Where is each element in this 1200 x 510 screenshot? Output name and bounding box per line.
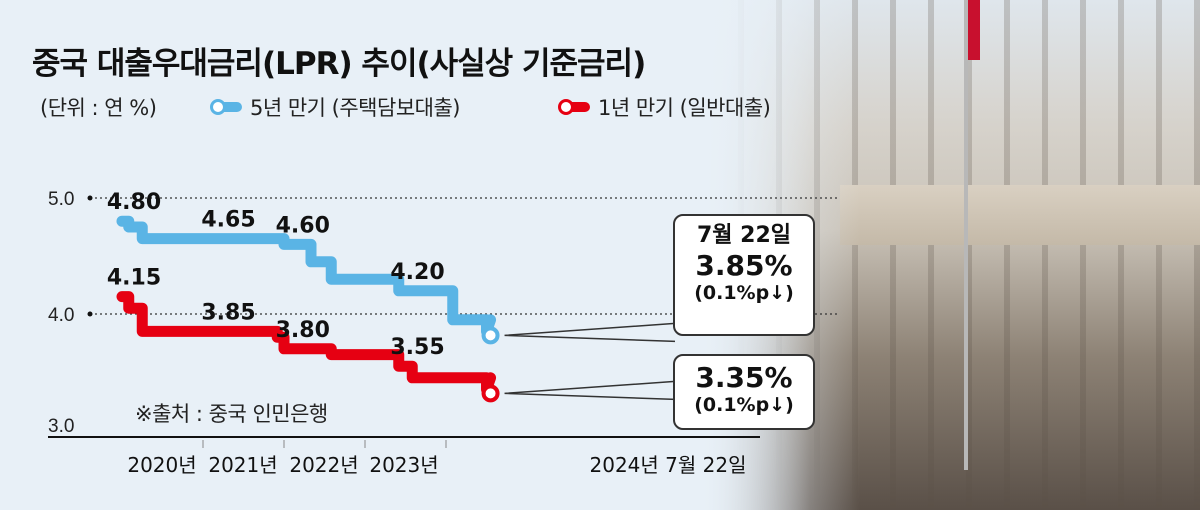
callout-5y-date: 7월 22일: [696, 223, 792, 248]
legend-1y-label: 1년 만기 (일반대출): [598, 96, 771, 120]
x-tick-label: 2021년: [208, 453, 277, 477]
series-line-1y: [116, 291, 497, 395]
callout-5y-change: (0.1%p↓): [694, 282, 794, 304]
data-label: 3.55: [390, 335, 444, 360]
callout-5y-value: 3.85%: [695, 249, 793, 282]
data-label: 3.80: [276, 318, 330, 343]
x-tick-label: 2022년: [289, 453, 358, 477]
legend-item-1y: 1년 만기 (일반대출): [558, 92, 771, 122]
series-line-5y: [116, 215, 497, 337]
data-label: 3.85: [201, 300, 255, 325]
y-tick-dot: [87, 311, 93, 317]
legend-5y-icon: [210, 99, 242, 115]
data-label: 4.60: [276, 213, 330, 238]
y-tick-label: 3.0: [48, 416, 74, 437]
x-tick-label: 2020년: [127, 453, 196, 477]
unit-label: (단위 : 연 %): [40, 96, 157, 120]
data-label: 4.65: [201, 208, 255, 233]
x-tick-label: 2023년: [369, 453, 438, 477]
y-tick-label: 4.0: [48, 305, 74, 326]
callout-1y-change: (0.1%p↓): [694, 394, 794, 416]
x-tick-label: 2024년 7월 22일: [590, 453, 747, 477]
callout-1y: 3.35% (0.1%p↓): [673, 354, 815, 430]
callout-5y: 7월 22일 3.85% (0.1%p↓): [673, 214, 815, 336]
legend-1y-icon: [558, 99, 590, 115]
y-tick-label: 5.0: [48, 189, 74, 210]
legend-item-5y: 5년 만기 (주택담보대출): [210, 92, 460, 122]
data-label: 4.15: [107, 266, 161, 291]
endpoint-marker-5y: [481, 326, 500, 345]
y-tick-dot: [87, 195, 93, 201]
data-label: 4.20: [390, 260, 444, 285]
source-note: ※출처 : 중국 인민은행: [135, 402, 328, 426]
chart-title: 중국 대출우대금리(LPR) 추이(사실상 기준금리): [32, 46, 646, 82]
data-label: 4.80: [107, 190, 161, 215]
legend-5y-label: 5년 만기 (주택담보대출): [250, 96, 460, 120]
endpoint-marker-1y: [481, 384, 500, 403]
callout-1y-value: 3.35%: [695, 361, 793, 394]
callout-pointer: [504, 380, 676, 401]
callout-pointer: [504, 322, 676, 343]
